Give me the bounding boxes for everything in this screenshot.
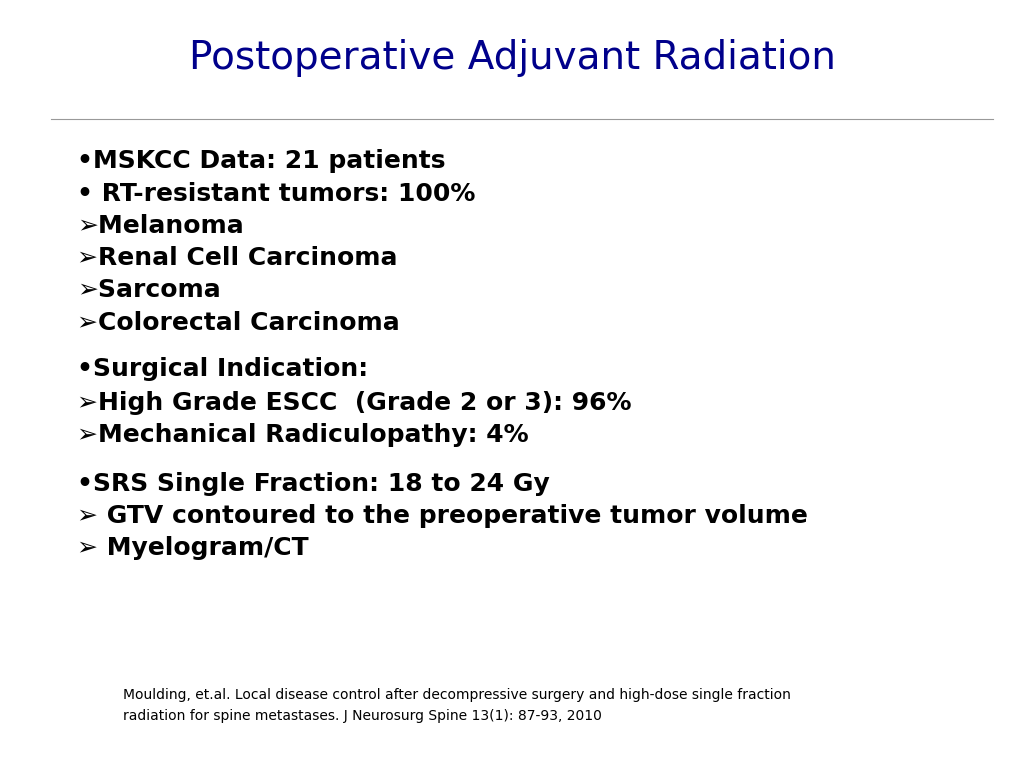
Text: ➢Melanoma: ➢Melanoma: [77, 214, 244, 238]
Text: Postoperative Adjuvant Radiation: Postoperative Adjuvant Radiation: [188, 38, 836, 77]
Text: ➢Renal Cell Carcinoma: ➢Renal Cell Carcinoma: [77, 246, 397, 270]
Text: ➢ Myelogram/CT: ➢ Myelogram/CT: [77, 536, 308, 561]
Text: •MSKCC Data: 21 patients: •MSKCC Data: 21 patients: [77, 149, 445, 174]
Text: • RT-resistant tumors: 100%: • RT-resistant tumors: 100%: [77, 181, 475, 206]
Text: ➢Mechanical Radiculopathy: 4%: ➢Mechanical Radiculopathy: 4%: [77, 423, 528, 448]
Text: •Surgical Indication:: •Surgical Indication:: [77, 356, 368, 381]
Text: ➢High Grade ESCC  (Grade 2 or 3): 96%: ➢High Grade ESCC (Grade 2 or 3): 96%: [77, 391, 632, 415]
Text: ➢ GTV contoured to the preoperative tumor volume: ➢ GTV contoured to the preoperative tumo…: [77, 504, 808, 528]
Text: ➢Sarcoma: ➢Sarcoma: [77, 278, 220, 303]
Text: •SRS Single Fraction: 18 to 24 Gy: •SRS Single Fraction: 18 to 24 Gy: [77, 472, 550, 496]
Text: Moulding, et.al. Local disease control after decompressive surgery and high-dose: Moulding, et.al. Local disease control a…: [123, 688, 791, 702]
Text: ➢Colorectal Carcinoma: ➢Colorectal Carcinoma: [77, 310, 399, 335]
Text: radiation for spine metastases. J Neurosurg Spine 13(1): 87-93, 2010: radiation for spine metastases. J Neuros…: [123, 709, 602, 723]
